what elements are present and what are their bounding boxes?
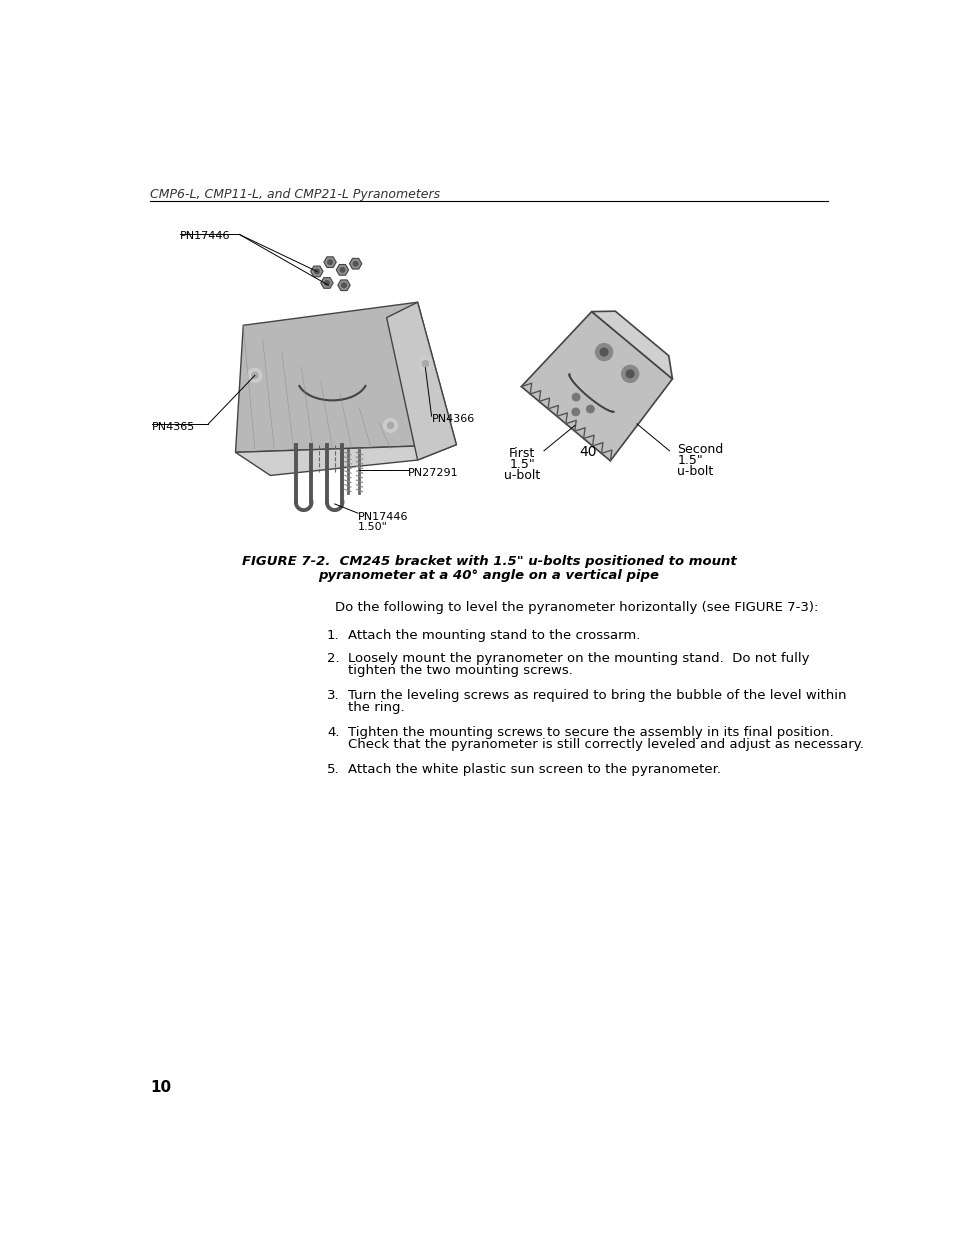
Text: FIGURE 7-2.  CM245 bracket with 1.5" u-bolts positioned to mount: FIGURE 7-2. CM245 bracket with 1.5" u-bo… [241, 555, 736, 568]
Text: Check that the pyranometer is still correctly leveled and adjust as necessary.: Check that the pyranometer is still corr… [348, 739, 862, 751]
Text: PN4366: PN4366 [431, 414, 475, 424]
Circle shape [341, 283, 346, 288]
Circle shape [599, 348, 607, 356]
Text: Attach the white plastic sun screen to the pyranometer.: Attach the white plastic sun screen to t… [348, 763, 720, 776]
Polygon shape [335, 264, 348, 275]
Text: Second: Second [677, 443, 722, 456]
Text: 5.: 5. [327, 763, 339, 776]
Polygon shape [235, 445, 456, 475]
Text: the ring.: the ring. [348, 701, 404, 714]
Text: PN4365: PN4365 [152, 421, 194, 431]
Text: Loosely mount the pyranometer on the mounting stand.  Do not fully: Loosely mount the pyranometer on the mou… [348, 652, 808, 664]
Circle shape [383, 419, 397, 432]
Text: PN17446: PN17446 [179, 231, 230, 241]
Circle shape [595, 343, 612, 361]
Polygon shape [311, 266, 323, 277]
Polygon shape [323, 257, 335, 268]
Text: Do the following to level the pyranometer horizontally (see FIGURE 7-3):: Do the following to level the pyranomete… [335, 601, 818, 614]
Text: tighten the two mounting screws.: tighten the two mounting screws. [348, 664, 572, 677]
Text: 1.5": 1.5" [677, 454, 702, 467]
Circle shape [418, 357, 432, 370]
Polygon shape [386, 303, 456, 461]
Polygon shape [235, 303, 456, 452]
Text: Tighten the mounting screws to secure the assembly in its final position.: Tighten the mounting screws to secure th… [348, 726, 833, 739]
Text: PN27291: PN27291 [407, 468, 457, 478]
Polygon shape [320, 278, 333, 288]
Circle shape [422, 361, 428, 367]
Text: u-bolt: u-bolt [503, 468, 539, 482]
Polygon shape [591, 311, 672, 379]
Circle shape [248, 368, 261, 383]
Text: CMP6-L, CMP11-L, and CMP21-L Pyranometers: CMP6-L, CMP11-L, and CMP21-L Pyranometer… [150, 188, 440, 201]
Text: u-bolt: u-bolt [677, 464, 713, 478]
Text: 40: 40 [578, 445, 597, 458]
Circle shape [252, 372, 257, 378]
Circle shape [387, 422, 394, 429]
Text: 2.: 2. [327, 652, 339, 664]
Polygon shape [520, 311, 672, 461]
Circle shape [571, 408, 579, 416]
Circle shape [586, 405, 594, 412]
Circle shape [353, 262, 357, 266]
Text: 4.: 4. [327, 726, 339, 739]
Text: Turn the leveling screws as required to bring the bubble of the level within: Turn the leveling screws as required to … [348, 689, 845, 701]
Polygon shape [337, 280, 350, 290]
Circle shape [314, 269, 319, 274]
Text: 1.: 1. [327, 629, 339, 642]
Text: First: First [509, 447, 535, 459]
Circle shape [621, 366, 639, 383]
Text: 1.50": 1.50" [357, 522, 388, 532]
Text: PN17446: PN17446 [357, 511, 408, 521]
Text: 10: 10 [150, 1079, 172, 1095]
Text: pyranometer at a 40° angle on a vertical pipe: pyranometer at a 40° angle on a vertical… [318, 568, 659, 582]
Circle shape [572, 393, 579, 401]
Text: 3.: 3. [327, 689, 339, 701]
Text: 1.5": 1.5" [509, 458, 535, 471]
Polygon shape [349, 258, 361, 269]
Circle shape [340, 268, 344, 272]
Circle shape [626, 370, 634, 378]
Circle shape [324, 280, 329, 285]
Circle shape [328, 259, 332, 264]
Text: Attach the mounting stand to the crossarm.: Attach the mounting stand to the crossar… [348, 629, 639, 642]
